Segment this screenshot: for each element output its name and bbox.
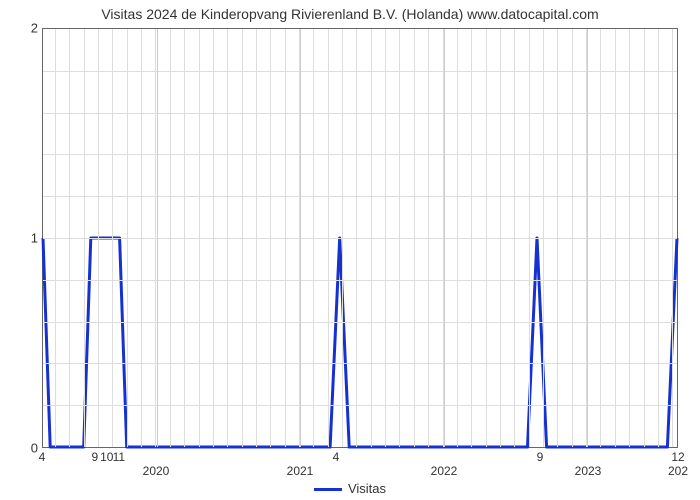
x-tick-month: 12 xyxy=(671,450,684,464)
legend-swatch xyxy=(314,488,342,491)
chart-title: Visitas 2024 de Kinderopvang Rivierenlan… xyxy=(0,6,700,22)
y-tick-1: 1 xyxy=(8,231,38,246)
x-tick-year: 2022 xyxy=(431,464,458,478)
x-tick-month: 9 xyxy=(91,450,98,464)
x-tick-month: 11 xyxy=(113,450,125,464)
x-tick-month: 10 xyxy=(100,450,113,464)
legend: Visitas xyxy=(0,481,700,496)
x-tick-month: 4 xyxy=(333,450,340,464)
x-tick-month: 9 xyxy=(537,450,544,464)
x-tick-year: 2023 xyxy=(575,464,602,478)
visits-chart: Visitas 2024 de Kinderopvang Rivierenlan… xyxy=(0,0,700,500)
x-tick-year: 202 xyxy=(668,464,688,478)
y-tick-0: 0 xyxy=(8,441,38,456)
x-tick-year: 2021 xyxy=(287,464,314,478)
plot-area xyxy=(42,28,678,448)
x-tick-year: 2020 xyxy=(143,464,170,478)
legend-label: Visitas xyxy=(348,481,386,496)
x-tick-month: 4 xyxy=(39,450,46,464)
y-tick-2: 2 xyxy=(8,21,38,36)
